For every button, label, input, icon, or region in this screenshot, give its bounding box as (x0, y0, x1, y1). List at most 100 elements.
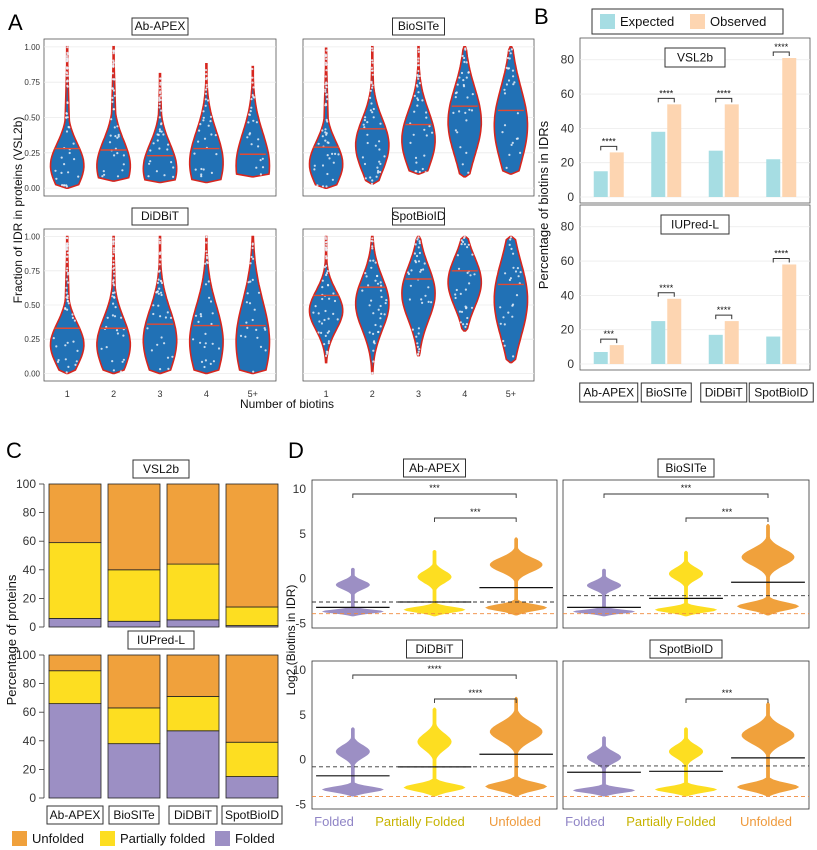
significance-label: **** (659, 283, 674, 293)
panel-letter-a: A (8, 10, 23, 35)
jitter-point (251, 81, 254, 84)
jitter-point (248, 302, 252, 305)
jitter-point (71, 316, 74, 319)
significance-bracket (603, 493, 769, 498)
jitter-point (111, 72, 114, 75)
jitter-point (106, 316, 109, 319)
jitter-point (516, 137, 519, 140)
jitter-point (463, 60, 466, 64)
jitter-point (62, 184, 65, 187)
jitter-point (166, 311, 169, 314)
bar-segment-unfolded (225, 654, 279, 743)
jitter-point (328, 157, 331, 160)
jitter-point (325, 49, 328, 52)
jitter-point (111, 360, 114, 363)
jitter-point (205, 241, 208, 244)
jitter-point (372, 341, 375, 344)
jitter-point (371, 240, 374, 243)
jitter-point (413, 252, 416, 255)
jitter-point (252, 370, 255, 373)
jitter-point (410, 269, 413, 272)
jitter-point (428, 125, 431, 128)
jitter-point (112, 243, 115, 246)
jitter-point (205, 255, 208, 259)
jitter-point (369, 89, 372, 92)
jitter-point (122, 163, 125, 166)
facet-label-box (131, 17, 189, 36)
jitter-point (205, 250, 208, 253)
bar-expected (766, 336, 781, 364)
facet-label-box (403, 458, 466, 478)
jitter-point (379, 170, 382, 174)
jitter-point (252, 119, 255, 122)
jitter-point (327, 330, 331, 333)
jitter-point (112, 270, 116, 273)
jitter-point (370, 102, 373, 105)
jitter-point (421, 301, 424, 304)
jitter-point (65, 71, 68, 74)
jitter-point (423, 128, 426, 131)
x-axis-label: Number of biotins (240, 397, 334, 411)
x-category-label: DiDBiT (705, 386, 744, 400)
jitter-point (325, 132, 328, 135)
jitter-point (66, 51, 69, 54)
y-tick-label: 10 (293, 663, 307, 677)
legend-swatch-expected (600, 14, 615, 29)
jitter-point (199, 123, 202, 126)
facet-label-box (664, 47, 726, 68)
y-tick-label: 0.25 (24, 149, 40, 158)
jitter-point (68, 151, 71, 155)
jitter-point (249, 262, 252, 265)
jitter-point (421, 99, 424, 102)
jitter-point (147, 175, 150, 178)
jitter-point (66, 273, 69, 276)
significance-bracket (352, 493, 517, 498)
jitter-point (210, 322, 213, 326)
jitter-point (111, 96, 114, 99)
jitter-point (470, 306, 474, 309)
jitter-point (510, 143, 513, 146)
facet-biosite: BioSITe *** *** (562, 458, 810, 629)
jitter-point (66, 242, 69, 245)
jitter-point (244, 335, 247, 338)
jitter-point (263, 327, 266, 330)
jitter-point (456, 254, 459, 257)
jitter-point (415, 254, 419, 258)
jitter-point (325, 86, 328, 89)
jitter-point (63, 163, 66, 166)
jitter-point (503, 92, 507, 95)
jitter-point (454, 96, 457, 99)
jitter-point (465, 61, 468, 64)
jitter-point (166, 148, 169, 151)
jitter-point (469, 274, 472, 277)
jitter-point (66, 341, 69, 344)
jitter-point (324, 128, 327, 131)
jitter-point (331, 178, 334, 181)
jitter-point (157, 304, 160, 307)
jitter-point (166, 356, 170, 359)
y-tick-label: -5 (295, 617, 306, 631)
jitter-point (158, 102, 161, 105)
jitter-point (420, 298, 423, 301)
jitter-point (114, 135, 117, 138)
jitter-point (459, 146, 462, 149)
jitter-point (159, 368, 162, 371)
bar-segment-partially-folded (225, 741, 279, 777)
jitter-point (210, 133, 213, 136)
jitter-point (65, 80, 68, 83)
jitter-point (113, 154, 116, 157)
panel-letter-c: C (6, 438, 22, 463)
jitter-point (112, 254, 115, 258)
jitter-point (378, 148, 381, 151)
jitter-point (454, 129, 457, 132)
jitter-point (54, 169, 57, 172)
facet-label-box (131, 207, 189, 226)
violin (188, 235, 224, 375)
jitter-point (200, 175, 203, 178)
jitter-point (157, 270, 161, 273)
significance-bracket (685, 698, 769, 703)
jitter-point (463, 235, 466, 238)
jitter-point (378, 160, 381, 163)
x-tick-label: 2 (111, 389, 116, 399)
jitter-point (116, 125, 119, 128)
